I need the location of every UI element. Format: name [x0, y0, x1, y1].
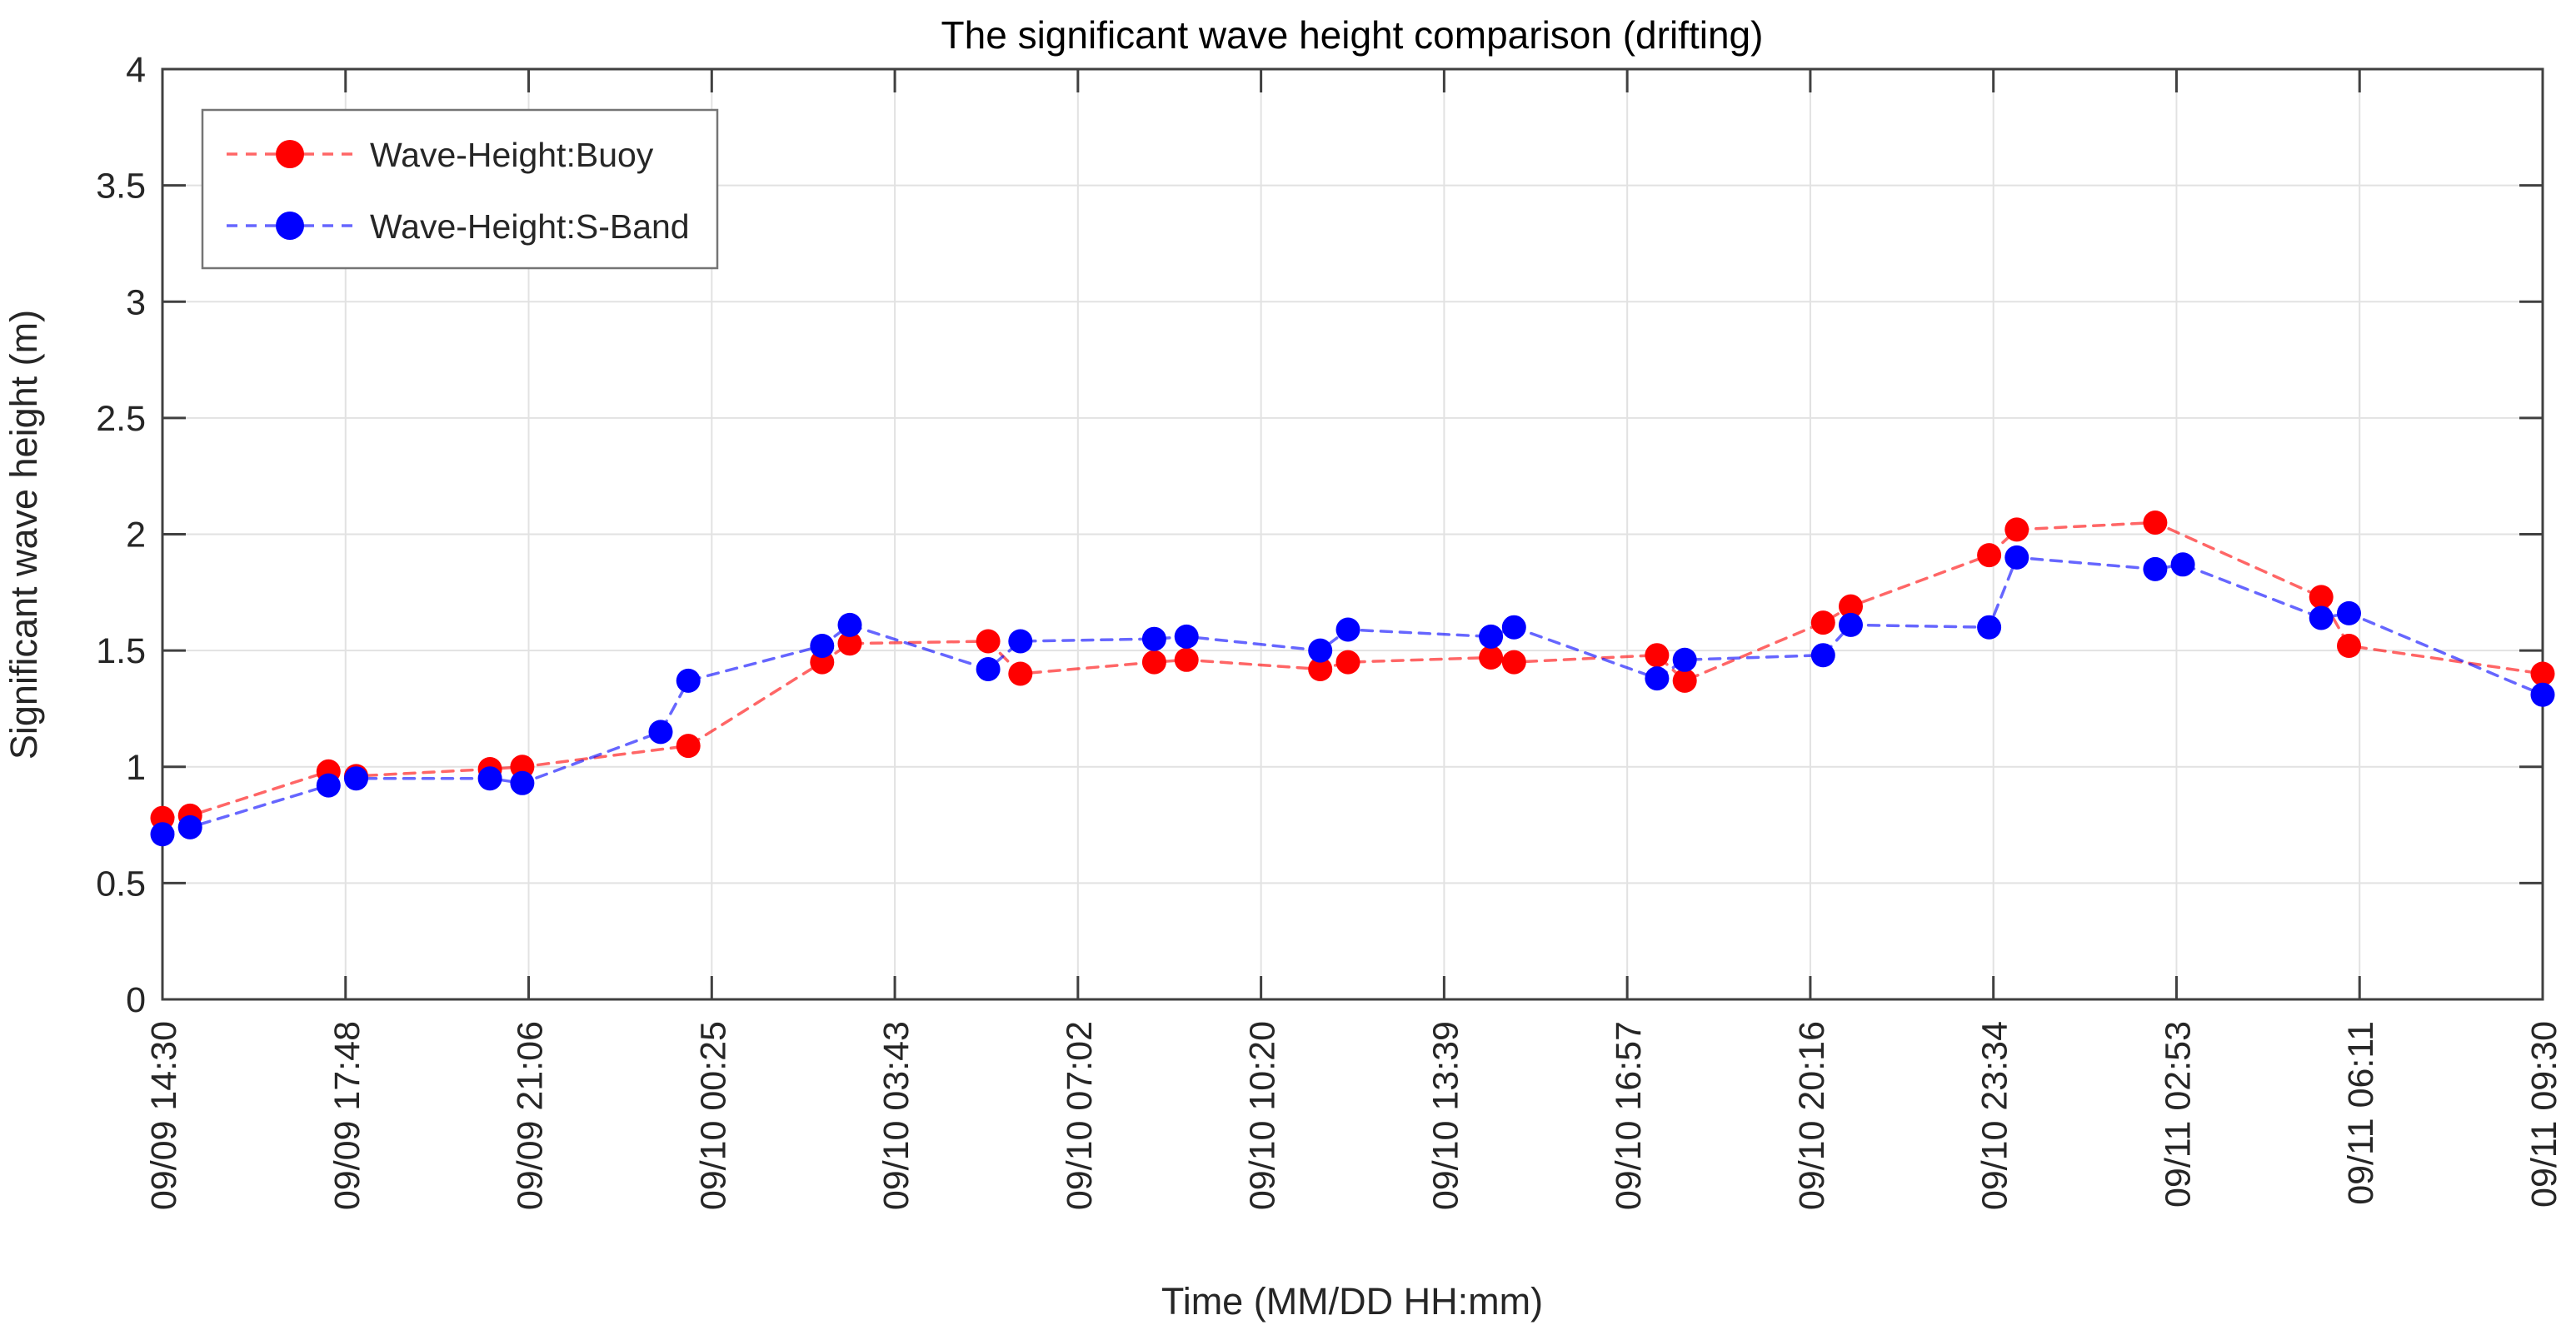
x-tick-label: 09/10 03:43 [876, 1021, 916, 1210]
x-tick-label: 09/10 10:20 [1243, 1021, 1283, 1210]
data-point-marker [2530, 661, 2555, 686]
data-point-marker [1501, 615, 1526, 640]
y-tick-label: 1.5 [96, 631, 146, 671]
y-tick-label: 0 [126, 980, 146, 1020]
data-point-marker [676, 734, 701, 759]
x-tick-label: 09/11 06:11 [2341, 1021, 2381, 1205]
data-point-marker [2337, 634, 2361, 658]
data-point-marker [1839, 594, 1863, 619]
data-point-marker [2170, 552, 2195, 577]
data-point-marker [1672, 647, 1697, 672]
data-point-marker [2004, 545, 2029, 570]
data-point-marker [1174, 647, 1199, 672]
data-point-marker [837, 612, 862, 637]
legend-label: Wave-Height:S-Band [370, 207, 690, 246]
y-tick-label: 0.5 [96, 864, 146, 904]
data-point-marker [1645, 666, 1670, 691]
axes [161, 67, 2544, 1001]
data-point-marker [810, 634, 835, 658]
x-tick-label: 09/11 02:53 [2158, 1021, 2198, 1208]
data-point-marker [1501, 650, 1526, 675]
data-point-marker [1839, 612, 1863, 637]
data-point-marker [1479, 624, 1504, 649]
x-tick-label: 09/10 20:16 [1792, 1021, 1832, 1210]
data-point-marker [837, 631, 862, 656]
data-point-marker [676, 668, 701, 693]
x-tick-label: 09/10 13:39 [1425, 1021, 1465, 1210]
data-point-marker [1141, 626, 1166, 651]
data-point-marker [2143, 511, 2168, 535]
data-point-marker [1977, 543, 2002, 568]
data-point-marker [976, 657, 1001, 681]
y-tick-label: 3 [126, 282, 146, 322]
legend: Wave-Height:Buoy Wave-Height:S-Band [201, 108, 719, 270]
data-point-marker [150, 822, 175, 847]
data-point-marker [510, 770, 535, 795]
data-point-marker [1174, 624, 1199, 649]
data-point-marker [2309, 605, 2334, 630]
y-tick-label: 4 [126, 50, 146, 90]
plot-area: 0 0.5 1 1.5 2 2.5 3 3.5 4 09/09 14:30 09/09 17:48 0… [96, 50, 2564, 1210]
data-point-marker [344, 766, 368, 791]
data-point-marker [2337, 600, 2361, 625]
legend-marker [276, 212, 304, 240]
chart-title: The significant wave height comparison (… [941, 13, 1764, 57]
data-point-marker [2530, 682, 2555, 707]
data-point-marker [1977, 615, 2002, 640]
data-point-marker [2309, 585, 2334, 610]
data-point-marker [1810, 610, 1835, 635]
x-tick-label: 09/09 17:48 [327, 1021, 367, 1210]
data-point-marker [1645, 643, 1670, 668]
y-tick-label: 3.5 [96, 167, 146, 207]
data-point-marker [316, 773, 341, 798]
x-tick-label: 09/10 00:25 [693, 1021, 733, 1210]
x-tick-label: 09/09 14:30 [144, 1021, 184, 1210]
data-point-marker [976, 629, 1001, 654]
data-point-marker [1335, 617, 1360, 642]
y-tick-label: 2.5 [96, 399, 146, 439]
x-tick-label: 09/09 21:06 [511, 1021, 551, 1210]
y-tick-label: 1 [126, 748, 146, 788]
data-point-marker [2143, 556, 2168, 581]
tick-labels: 0 0.5 1 1.5 2 2.5 3 3.5 4 09/09 14:30 09/09 17:48 0… [96, 50, 2564, 1210]
x-tick-label: 09/10 07:02 [1060, 1021, 1100, 1210]
data-point-marker [1810, 643, 1835, 668]
data-point-marker [177, 814, 202, 839]
x-axis-label: Time (MM/DD HH:mm) [1161, 1280, 1543, 1323]
legend-label: Wave-Height:Buoy [370, 136, 654, 174]
data-point-marker [1672, 668, 1697, 693]
data-point-marker [1308, 657, 1333, 681]
data-point-marker [1141, 650, 1166, 675]
data-point-marker [1008, 629, 1033, 654]
data-point-marker [1479, 645, 1504, 670]
data-point-marker [1308, 638, 1333, 663]
x-tick-label: 09/10 23:34 [1975, 1021, 2015, 1210]
y-tick-label: 2 [126, 516, 146, 555]
legend-box [201, 108, 719, 270]
data-point-marker [1008, 661, 1033, 686]
x-tick-label: 09/10 16:57 [1609, 1021, 1649, 1210]
data-point-marker [477, 766, 502, 791]
data-point-marker [648, 720, 673, 745]
legend-marker [276, 140, 304, 168]
x-tick-label: 09/11 09:30 [2524, 1021, 2564, 1208]
y-axis-label: Significant wave height (m) [2, 310, 45, 760]
series-sband [150, 545, 2555, 847]
data-point-marker [2004, 517, 2029, 542]
data-point-marker [1335, 650, 1360, 675]
